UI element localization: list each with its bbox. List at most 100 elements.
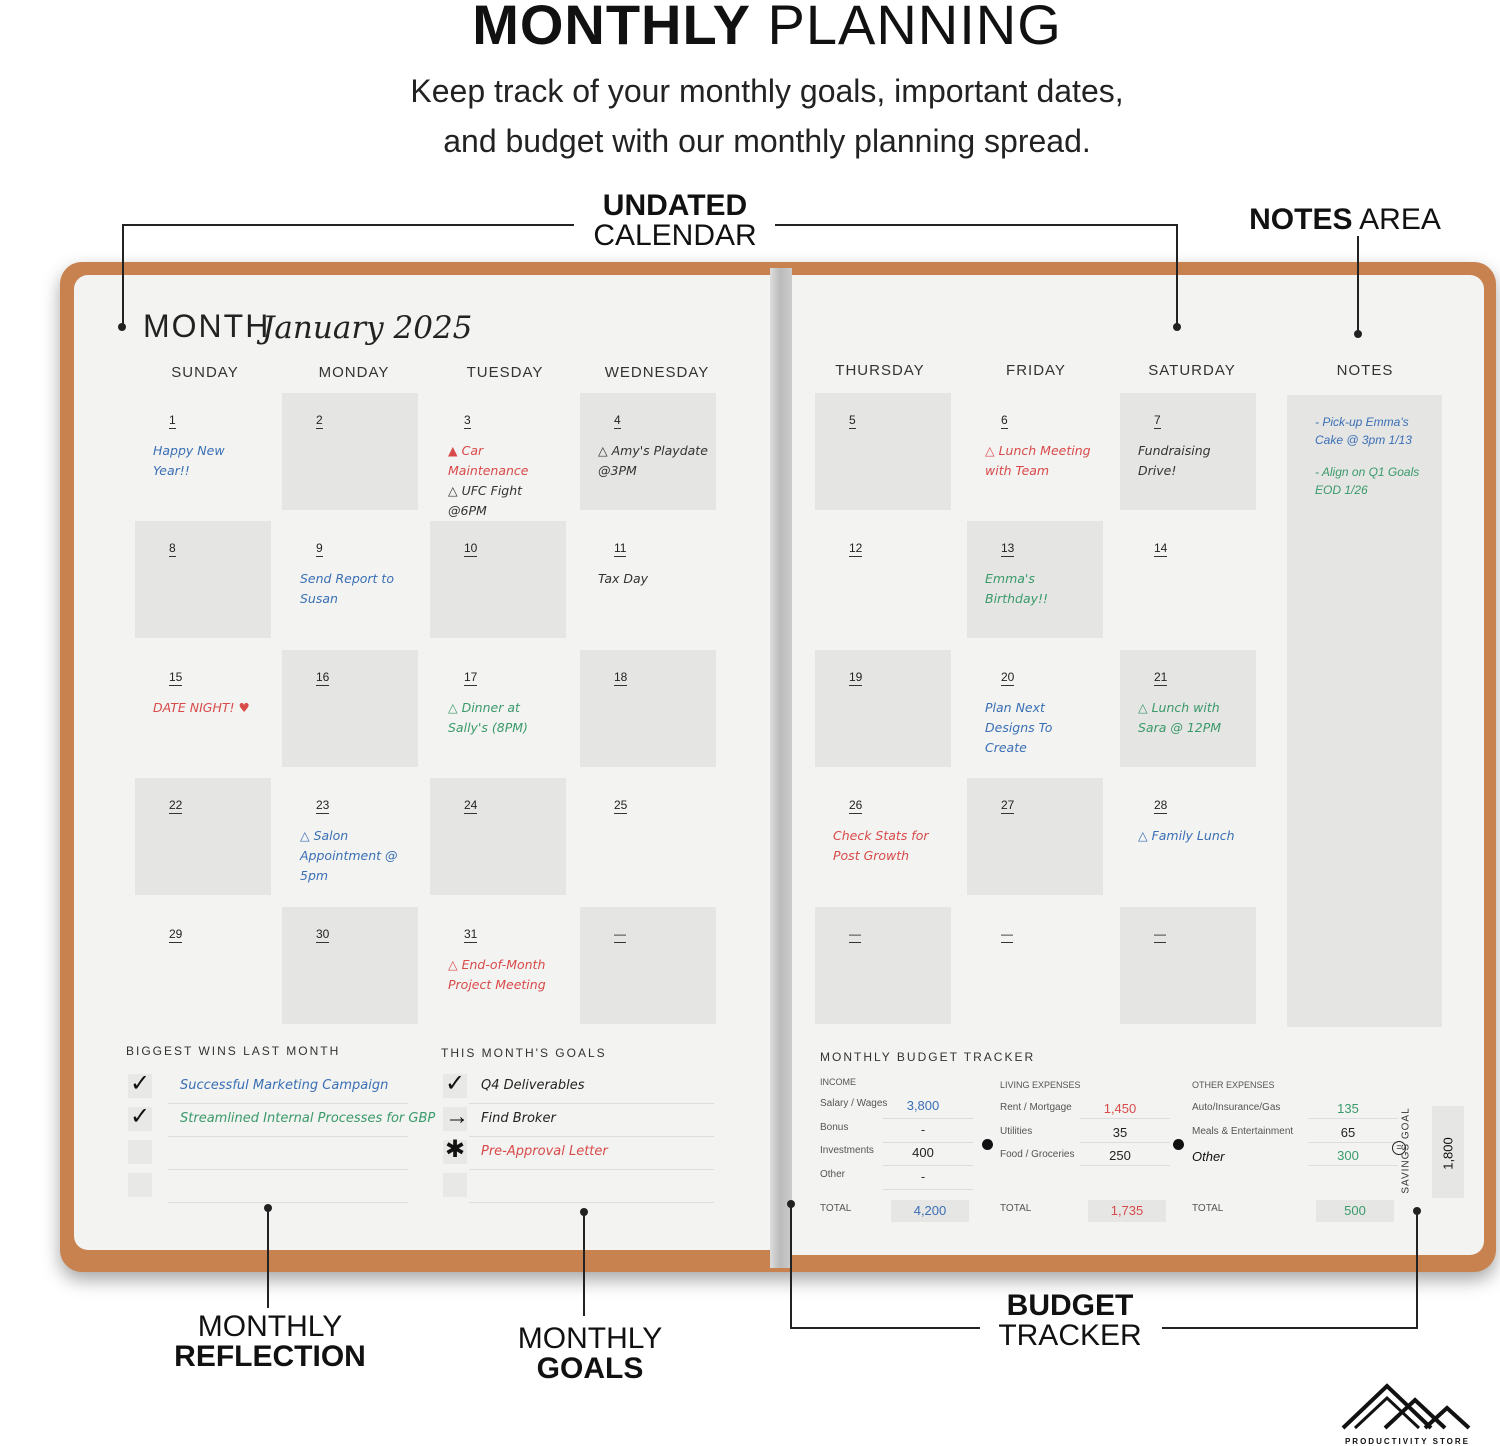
minus-icon	[1173, 1139, 1184, 1150]
calendar-day-cell[interactable]: 4 △ Amy's Playdate @3PM	[580, 393, 716, 510]
notes-area: - Pick-up Emma's Cake @ 3pm 1/13 - Align…	[1287, 395, 1442, 1027]
row-line	[168, 1103, 408, 1104]
notes-heading: NOTES	[1336, 362, 1394, 379]
calendar-day-cell[interactable]: 21 △ Lunch with Sara @ 12PM	[1120, 650, 1256, 767]
calendar-day-cell[interactable]: 8	[135, 521, 271, 638]
calendar-day-cell[interactable]: 11 Tax Day	[580, 521, 716, 638]
day-entries: DATE NIGHT! ♥	[153, 698, 265, 718]
calendar-entry: △ Lunch with Sara @ 12PM	[1138, 700, 1222, 735]
day-number: 14	[1154, 541, 1168, 557]
calendar-day-cell[interactable]: 15 DATE NIGHT! ♥	[135, 650, 271, 767]
row-line	[1080, 1165, 1170, 1166]
calendar-entry: △ Dinner at Sally's (8PM)	[448, 700, 528, 735]
page-subtitle: Keep track of your monthly goals, import…	[0, 66, 1500, 166]
calendar-day-cell[interactable]: 14	[1120, 521, 1256, 638]
calendar-day-cell[interactable]: —	[1120, 907, 1256, 1024]
budget-row-value[interactable]: 135	[1337, 1101, 1359, 1116]
callout-line	[790, 1204, 792, 1328]
day-number: 1	[169, 413, 176, 429]
day-number: 8	[169, 541, 176, 557]
calendar-day-cell[interactable]: 9 Send Report to Susan	[282, 521, 418, 638]
calendar-day-cell[interactable]: 19	[815, 650, 951, 767]
calendar-day-cell[interactable]: 18	[580, 650, 716, 767]
calendar-day-cell[interactable]: 2	[282, 393, 418, 510]
calendar-entry: Happy New Year!!	[153, 443, 225, 478]
checkbox[interactable]	[128, 1140, 152, 1164]
callout-dot	[1354, 330, 1362, 338]
calendar-entry: Emma's Birthday!!	[985, 571, 1049, 606]
checkbox[interactable]	[443, 1074, 467, 1098]
calendar-day-cell[interactable]: 25	[580, 778, 716, 895]
calendar-day-cell[interactable]: 1 Happy New Year!!	[135, 393, 271, 510]
calendar-day-cell[interactable]: 6 △ Lunch Meeting with Team	[967, 393, 1103, 510]
calendar-day-cell[interactable]: 5	[815, 393, 951, 510]
day-number: 25	[614, 798, 628, 814]
day-number: 5	[849, 413, 856, 429]
callout-regular: TRACKER	[998, 1319, 1142, 1352]
calendar-entry: Fundraising Drive!	[1138, 443, 1211, 478]
calendar-day-cell[interactable]: 20 Plan Next Designs To Create	[967, 650, 1103, 767]
subtitle-line: Keep track of your monthly goals, import…	[410, 73, 1124, 109]
calendar-day-cell[interactable]: 17 △ Dinner at Sally's (8PM)	[430, 650, 566, 767]
calendar-day-cell[interactable]: 7 Fundraising Drive!	[1120, 393, 1256, 510]
row-line	[469, 1169, 714, 1170]
budget-row-value[interactable]: 300	[1337, 1148, 1359, 1163]
checkbox[interactable]	[443, 1173, 467, 1197]
savings-goal-box[interactable]: 1,800	[1432, 1106, 1464, 1198]
row-line	[883, 1118, 973, 1119]
calendar-day-cell[interactable]: 24	[430, 778, 566, 895]
calendar-day-cell[interactable]: 23 △ Salon Appointment @ 5pm	[282, 778, 418, 895]
weekday-header: MONDAY	[318, 364, 390, 381]
budget-row-value[interactable]: -	[920, 1121, 926, 1137]
mountain-logo-icon	[1341, 1383, 1471, 1430]
calendar-day-cell[interactable]: 13 Emma's Birthday!!	[967, 521, 1103, 638]
calendar-day-cell[interactable]: 3 ▲ Car Maintenance △ UFC Fight @6PM	[430, 393, 566, 518]
budget-row-label: Meals & Entertainment	[1192, 1125, 1294, 1137]
budget-row-value[interactable]: 3,800	[906, 1098, 940, 1113]
savings-goal-label: SAVINGS GOAL	[1400, 1107, 1412, 1194]
calendar-day-cell[interactable]: 10	[430, 521, 566, 638]
checkbox[interactable]	[443, 1140, 467, 1164]
logo: PRODUCTIVITY STORE	[1335, 1380, 1480, 1446]
day-number: 13	[1001, 541, 1015, 557]
title-regular: PLANNING	[767, 0, 1062, 56]
budget-heading: MONTHLY BUDGET TRACKER	[820, 1050, 1036, 1064]
budget-row-value[interactable]: -	[920, 1168, 926, 1184]
calendar-day-cell[interactable]: 31 △ End-of-Month Project Meeting	[430, 907, 566, 1024]
day-number: 3	[464, 413, 471, 429]
budget-section-label: OTHER EXPENSES	[1192, 1080, 1275, 1090]
budget-row-label: Investments	[820, 1145, 874, 1156]
day-entries: Tax Day	[598, 569, 710, 589]
calendar-day-cell[interactable]: —	[967, 907, 1103, 1024]
weekday-header: TUESDAY	[466, 364, 544, 381]
budget-row-value[interactable]: 1,450	[1103, 1101, 1137, 1116]
calendar-day-cell[interactable]: 27	[967, 778, 1103, 895]
calendar-day-cell[interactable]: 29	[135, 907, 271, 1024]
calendar-day-cell[interactable]: 28 △ Family Lunch	[1120, 778, 1256, 895]
day-number: 7	[1154, 413, 1161, 429]
day-entries: △ End-of-Month Project Meeting	[448, 955, 560, 995]
budget-row-value[interactable]: 65	[1340, 1124, 1356, 1140]
calendar-day-cell[interactable]: 22	[135, 778, 271, 895]
month-label: MONTH	[143, 308, 271, 344]
day-entries: Send Report to Susan	[300, 569, 412, 609]
calendar-day-cell[interactable]: 16	[282, 650, 418, 767]
calendar-day-cell[interactable]: 26 Check Stats for Post Growth	[815, 778, 951, 895]
checkbox[interactable]	[128, 1074, 152, 1098]
calendar-day-cell[interactable]: —	[815, 907, 951, 1024]
calendar-day-cell[interactable]: 30	[282, 907, 418, 1024]
calendar-day-cell[interactable]: 12	[815, 521, 951, 638]
day-number: 21	[1154, 670, 1168, 686]
calendar-day-cell[interactable]: —	[580, 907, 716, 1024]
budget-row-value[interactable]: 35	[1112, 1124, 1128, 1140]
budget-row-label: Utilities	[1000, 1125, 1033, 1137]
budget-total-value: 500	[1316, 1200, 1394, 1222]
checkbox[interactable]	[128, 1107, 152, 1131]
calendar-entry: △ End-of-Month Project Meeting	[448, 957, 546, 992]
goals-item: Pre-Approval Letter	[481, 1144, 608, 1159]
budget-row-value[interactable]: 400	[912, 1145, 934, 1160]
checkbox[interactable]	[443, 1107, 467, 1131]
callout-bold: UNDATED	[602, 189, 748, 222]
budget-row-value[interactable]: 250	[1109, 1148, 1131, 1163]
checkbox[interactable]	[128, 1173, 152, 1197]
